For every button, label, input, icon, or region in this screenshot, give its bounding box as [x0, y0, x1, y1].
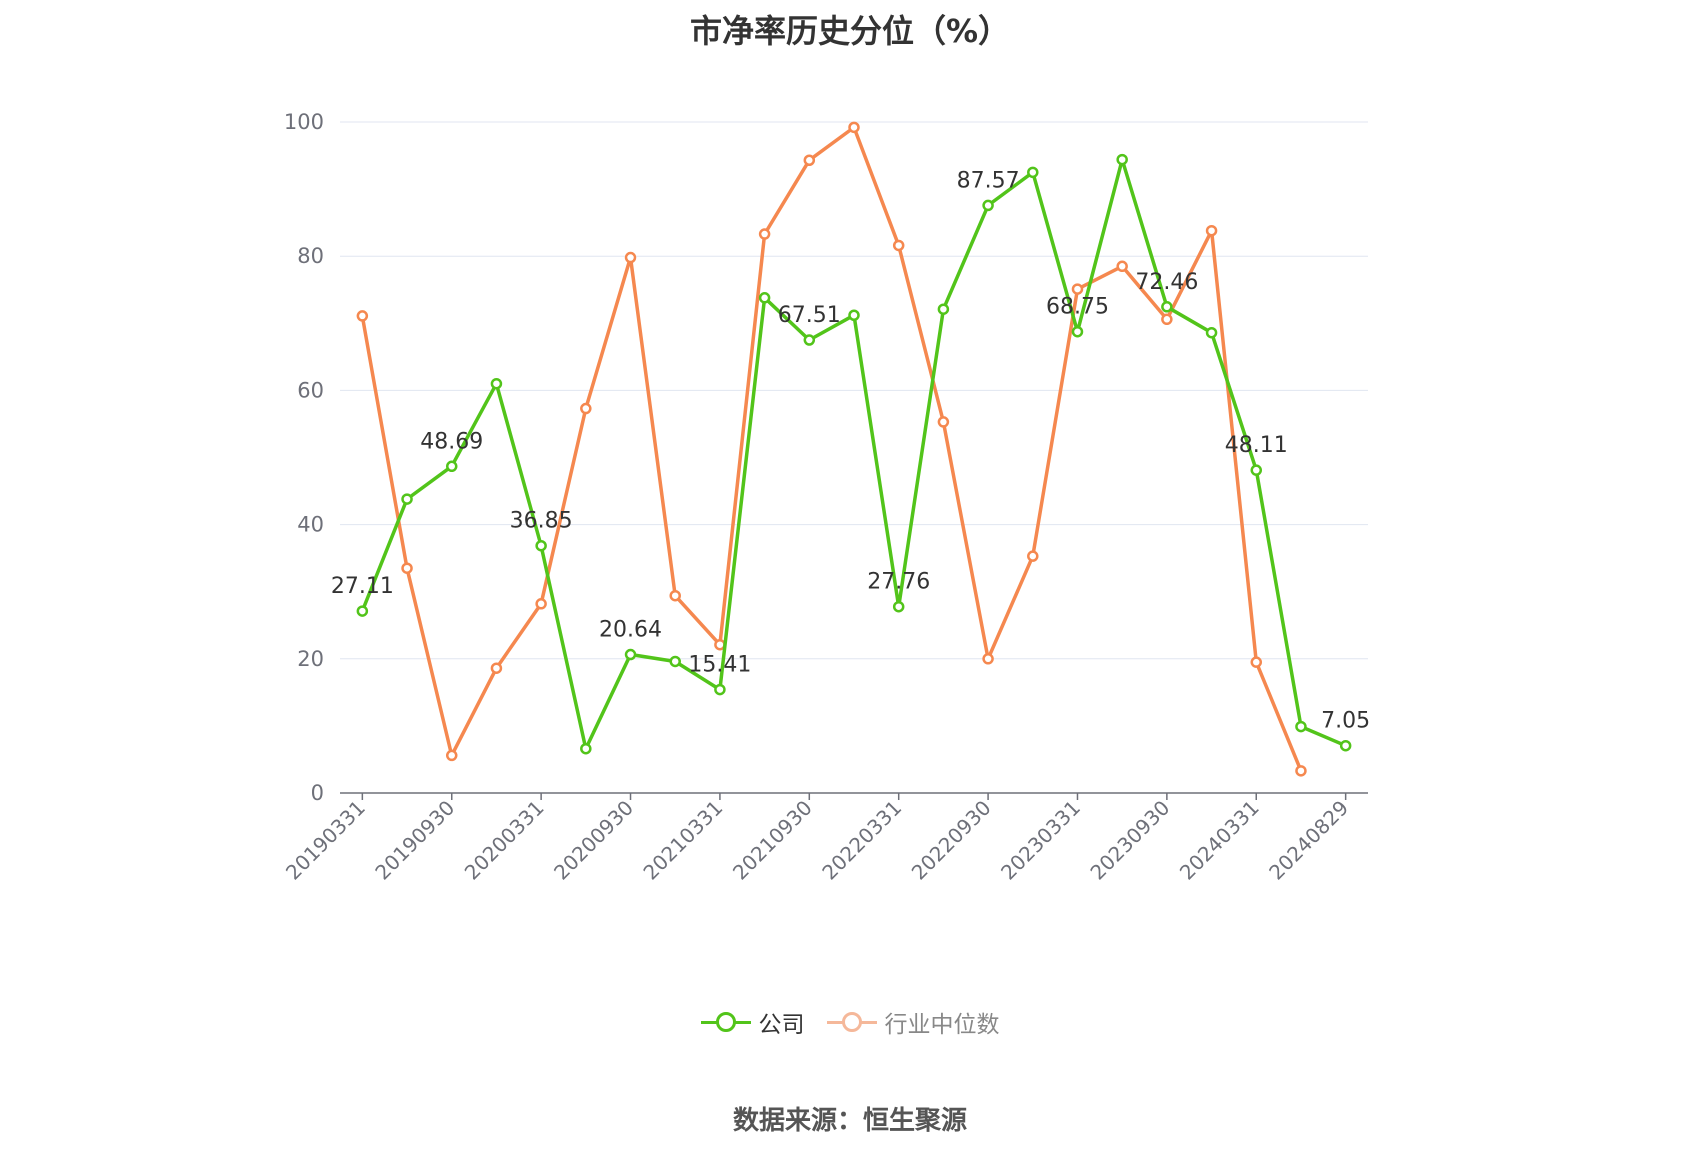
data-point	[982, 199, 994, 212]
data-label: 72.46	[1135, 270, 1198, 295]
data-point	[892, 239, 905, 252]
y-tick-label: 20	[297, 647, 324, 671]
x-tick-label: 20230930	[1085, 796, 1174, 885]
data-point	[1205, 326, 1218, 339]
data-point	[535, 598, 547, 610]
data-point	[982, 653, 994, 665]
x-tick-label: 20220930	[907, 796, 996, 885]
data-point	[490, 662, 503, 674]
data-point	[401, 562, 413, 574]
y-tick-label: 40	[297, 513, 324, 537]
x-tick-label: 20230331	[996, 796, 1085, 885]
data-label: 87.57	[957, 168, 1020, 193]
data-point	[445, 749, 458, 762]
data-label: 7.05	[1321, 709, 1370, 734]
data-point	[1027, 166, 1039, 179]
data-point	[401, 493, 413, 505]
data-point	[1339, 739, 1352, 752]
data-label: 48.11	[1225, 433, 1288, 458]
y-tick-label: 60	[297, 378, 324, 402]
legend-industry-marker-icon	[826, 1012, 877, 1032]
data-label: 68.75	[1046, 295, 1109, 320]
data-point	[848, 121, 860, 134]
data-point	[1250, 656, 1263, 668]
data-point	[669, 655, 681, 668]
data-label: 20.64	[599, 618, 662, 643]
x-tick-label: 20210331	[638, 796, 727, 885]
data-point	[848, 309, 860, 321]
legend-item-company[interactable]: 公司	[700, 1005, 805, 1039]
series-line-0	[360, 157, 1348, 751]
y-tick-label: 0	[311, 781, 324, 805]
y-tick-label: 100	[284, 110, 324, 134]
data-point	[1161, 313, 1173, 326]
grid-lines	[340, 121, 1368, 660]
legend-company-marker-icon	[700, 1012, 751, 1032]
data-point	[356, 605, 369, 617]
legend-industry-label: 行业中位数	[884, 1012, 1000, 1038]
data-point	[892, 600, 905, 613]
x-tick-label: 20190930	[370, 796, 459, 885]
series-line-1	[360, 125, 1303, 773]
data-point	[758, 292, 771, 304]
data-point	[1295, 765, 1307, 777]
legend: 公司 行业中位数	[0, 1005, 1700, 1039]
data-point	[445, 460, 458, 473]
data-point	[356, 310, 369, 322]
chart-title: 市净率历史分位（%）	[689, 12, 1011, 50]
data-point	[937, 303, 950, 315]
data-point	[1071, 325, 1084, 338]
axes: 0 20 40 60 80 100 20190331 20190930 20200331 2020…	[281, 110, 1368, 885]
data-point	[580, 402, 592, 415]
data-label: 27.76	[867, 570, 930, 595]
data-point	[624, 251, 637, 264]
data-label: 27.11	[331, 574, 394, 599]
data-point	[535, 539, 547, 552]
data-point	[1161, 301, 1173, 313]
data-point	[1250, 464, 1263, 476]
x-tick-label: 20210930	[728, 796, 817, 885]
data-point	[490, 377, 503, 390]
x-tick-label: 20240829	[1264, 796, 1353, 885]
y-tick-label: 80	[297, 244, 324, 268]
legend-item-industry-median[interactable]: 行业中位数	[826, 1005, 1000, 1039]
data-point	[1295, 720, 1307, 733]
data-label: 36.85	[510, 509, 573, 534]
data-labels: 27.11 48.69 36.85 20.64 15.41 67.51 27.76 87.57…	[331, 168, 1370, 733]
data-label: 48.69	[420, 429, 483, 454]
data-point	[803, 334, 816, 346]
x-tick-label: 20200930	[549, 796, 638, 885]
data-point	[580, 742, 592, 755]
data-point	[1116, 153, 1128, 166]
data-point	[1027, 550, 1039, 562]
data-point	[1205, 224, 1218, 237]
x-tick-label: 20190331	[281, 796, 370, 885]
data-point	[937, 416, 950, 428]
data-point	[1116, 260, 1128, 273]
data-label: 15.41	[688, 653, 751, 678]
data-source: 数据来源：恒生聚源	[732, 1106, 967, 1136]
series-lines	[356, 121, 1352, 777]
data-point	[803, 154, 816, 166]
data-point	[714, 683, 726, 696]
data-point	[758, 228, 771, 240]
data-point	[1071, 283, 1084, 295]
legend-company-label: 公司	[758, 1012, 805, 1038]
x-tick-label: 20220331	[817, 796, 906, 885]
data-point	[669, 589, 681, 602]
data-point	[624, 648, 637, 661]
data-label: 67.51	[778, 303, 841, 328]
x-tick-label: 20200331	[460, 796, 549, 885]
x-tick-label: 20240331	[1175, 796, 1264, 885]
